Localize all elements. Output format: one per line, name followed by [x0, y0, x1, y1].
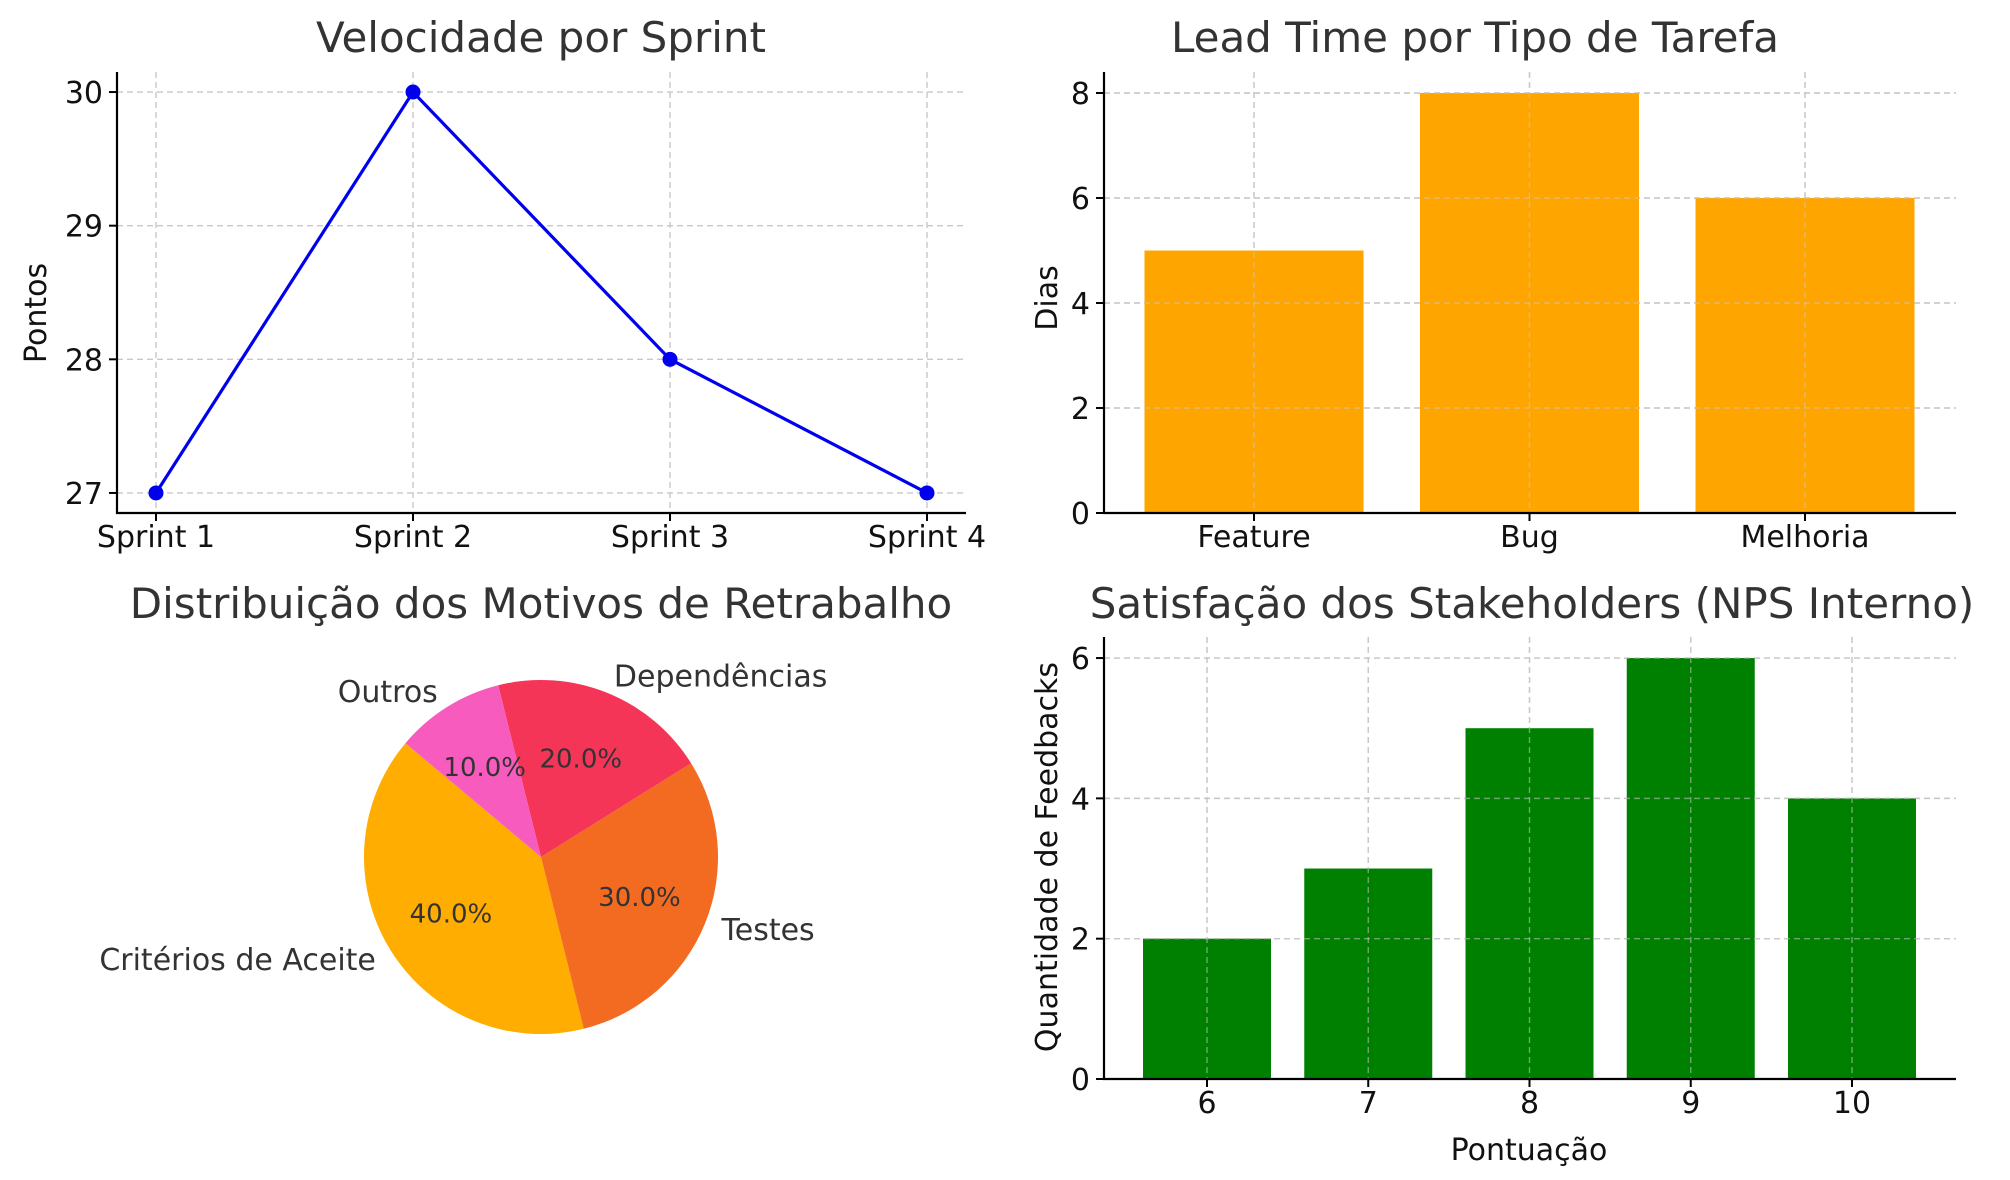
slice-percent-label: 10.0% [443, 753, 526, 783]
y-tick-label: 30 [65, 76, 103, 111]
x-tick-label: Sprint 1 [97, 520, 215, 555]
x-tick-label: Bug [1500, 520, 1559, 555]
y-tick-label: 27 [65, 477, 103, 512]
pie-slice [498, 679, 692, 857]
pie-slice [364, 743, 584, 1034]
slice-label: Outros [338, 675, 438, 710]
slice-label: Critérios de Aceite [99, 943, 376, 978]
x-tick-label: 9 [1681, 1086, 1700, 1121]
pie-slice [541, 763, 718, 1029]
x-tick-label: 10 [1833, 1086, 1871, 1121]
x-tick-label: 7 [1359, 1086, 1378, 1121]
data-point [919, 485, 935, 501]
axes-frame [1102, 637, 1956, 1081]
y-axis-label: Dias [1030, 265, 1065, 330]
y-tick-label: 8 [1071, 77, 1090, 112]
y-tick-label: 2 [1071, 392, 1090, 427]
y-tick-label: 0 [1071, 1063, 1090, 1098]
series-line [154, 89, 928, 495]
x-tick-label: Feature [1197, 520, 1310, 555]
slice-label: Dependências [614, 659, 827, 694]
y-axis-label: Pontos [19, 263, 54, 363]
data-point [662, 351, 678, 367]
y-tick-label: 29 [65, 210, 103, 245]
axes-frame [115, 72, 966, 515]
y-tick-label: 28 [65, 343, 103, 378]
bar [1304, 868, 1433, 1079]
x-tick-label: Sprint 2 [354, 520, 472, 555]
chart-title: Lead Time por Tipo de Tarefa [1171, 13, 1779, 62]
rework-pie-chart: Distribuição dos Motivos de Retrabalho C… [99, 579, 952, 1034]
x-tick-label: Melhoria [1740, 520, 1869, 555]
pie-slice [405, 685, 541, 857]
x-axis-label: Pontuação [1451, 1133, 1608, 1168]
y-tick-label: 4 [1071, 287, 1090, 322]
data-point [405, 84, 421, 100]
y-tick-label: 6 [1071, 182, 1090, 217]
axes-frame [1102, 72, 1956, 515]
slice-percent-label: 40.0% [410, 899, 493, 929]
chart-title: Satisfação dos Stakeholders (NPS Interno… [1090, 579, 1975, 628]
data-point [148, 485, 164, 501]
velocity-line-chart: Velocidade por Sprint Pontos 27 28 29 30 Spr… [19, 13, 986, 555]
y-axis-label: Quantidade de Feedbacks [1030, 662, 1065, 1052]
y-tick-label: 4 [1071, 782, 1090, 817]
x-tick-label: 6 [1197, 1086, 1216, 1121]
slice-label: Testes [721, 913, 815, 948]
slice-percent-label: 30.0% [598, 883, 681, 913]
y-tick-label: 6 [1071, 642, 1090, 677]
nps-bar-chart: Satisfação dos Stakeholders (NPS Interno… [1030, 579, 1974, 1168]
chart-title: Distribuição dos Motivos de Retrabalho [130, 579, 952, 628]
x-tick-label: Sprint 4 [868, 520, 986, 555]
leadtime-bar-chart: Lead Time por Tipo de Tarefa Dias 0 2 4 6 8 F… [1030, 13, 1956, 555]
y-tick-label: 2 [1071, 923, 1090, 958]
slice-percent-label: 20.0% [539, 745, 622, 775]
x-tick-label: Sprint 3 [611, 520, 729, 555]
y-tick-label: 0 [1071, 497, 1090, 532]
chart-title: Velocidade por Sprint [316, 13, 766, 62]
x-tick-label: 8 [1520, 1086, 1539, 1121]
